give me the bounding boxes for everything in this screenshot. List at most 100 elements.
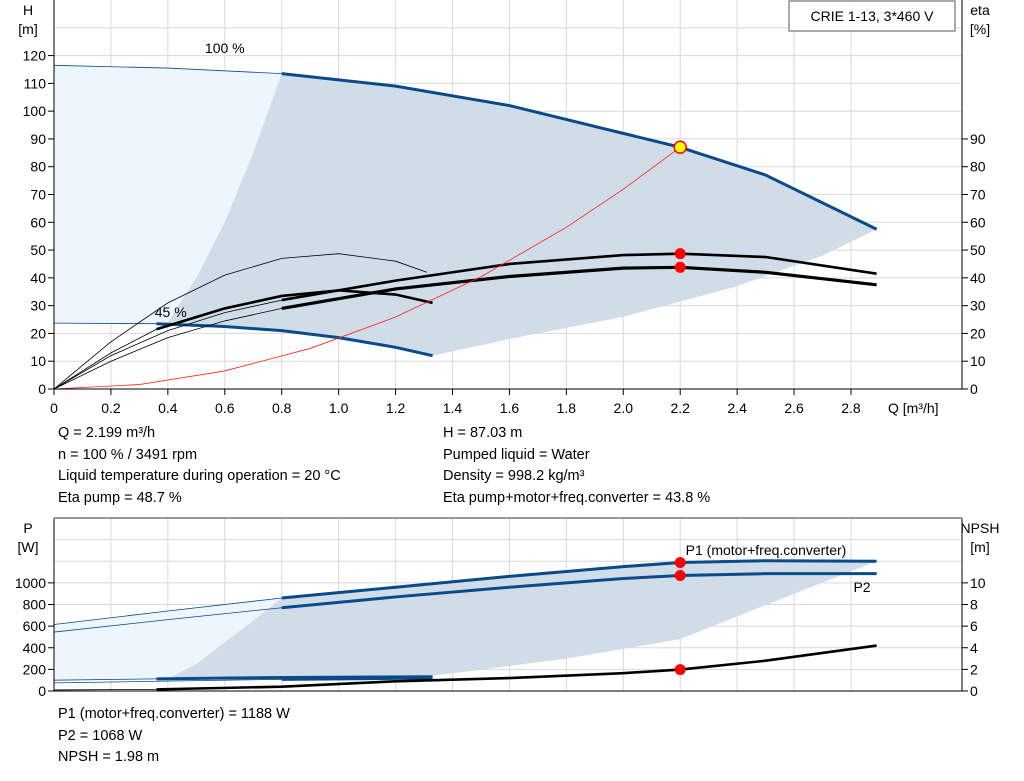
y-axis-unit: [W]	[18, 539, 39, 555]
curve-eta_pump_45-thin	[53, 253, 428, 390]
y2-tick-label: 4	[970, 640, 978, 656]
curve-eta_pump_100-thin	[53, 299, 282, 390]
y-tick-label: 400	[23, 640, 47, 656]
curve-eta_total_100-thin	[53, 308, 282, 390]
operating-point	[674, 664, 686, 676]
curve-label: 100 %	[205, 40, 245, 56]
y2-tick-label: 80	[970, 159, 986, 175]
y-axis-unit: [m]	[18, 21, 37, 37]
y2-tick-label: 8	[970, 597, 978, 613]
x-tick-label: 0.8	[272, 400, 292, 416]
y-tick-label: 50	[30, 242, 46, 258]
y-axis-label: H	[23, 2, 33, 18]
curve-p1	[281, 559, 877, 600]
curve-p2	[281, 572, 877, 610]
x-tick-label: 2.4	[727, 400, 747, 416]
region-light	[54, 65, 282, 324]
y2-tick-label: 70	[970, 187, 986, 203]
operating-point	[674, 557, 686, 569]
y2-axis-label: eta	[970, 2, 990, 18]
curve-p1_45-thin	[53, 678, 157, 681]
curve-eta_pump_100	[281, 252, 877, 302]
info-p1: P1 (motor+freq.converter) = 1188 W	[58, 706, 290, 722]
info-temperature: Liquid temperature during operation = 20…	[58, 468, 341, 484]
x-tick-label: 1.4	[443, 400, 463, 416]
y-tick-label: 0	[38, 683, 46, 699]
y2-tick-label: 90	[970, 131, 986, 147]
region-dark	[167, 560, 877, 680]
chart-title: CRIE 1-13, 3*460 V	[811, 8, 935, 24]
curve-eta_total_100	[281, 265, 877, 310]
x-axis-label: Q [m³/h]	[888, 400, 939, 416]
curve-p2-thin	[53, 607, 282, 633]
y-tick-label: 110	[24, 75, 47, 91]
info-top-right: H = 87.03 m Pumped liquid = Water Densit…	[443, 423, 710, 509]
info-head: H = 87.03 m	[443, 425, 523, 441]
info-p2: P2 = 1068 W	[58, 727, 143, 744]
power-npsh-chart	[48, 517, 968, 692]
y-tick-label: 20	[30, 325, 46, 341]
operating-point	[674, 570, 686, 582]
y2-tick-label: 10	[970, 575, 986, 591]
y2-tick-label: 50	[970, 242, 986, 258]
y-tick-label: 200	[23, 661, 47, 677]
curve-p2_45	[281, 676, 433, 681]
x-tick-label: 2.6	[784, 400, 804, 416]
y-tick-label: 90	[30, 131, 46, 147]
y2-tick-label: 6	[970, 618, 978, 634]
curve-label: 45 %	[155, 304, 187, 320]
y-tick-label: 10	[30, 353, 46, 369]
x-tick-label: 1.2	[386, 400, 406, 416]
info-eta-total: Eta pump+motor+freq.converter = 43.8 %	[443, 489, 711, 506]
info-eta-pump: Eta pump = 48.7 %	[58, 489, 182, 506]
curve-p1-thin	[53, 597, 282, 625]
y-tick-label: 800	[23, 597, 47, 613]
curve-h100	[281, 72, 878, 231]
curve-p2_45-thin	[53, 678, 282, 684]
curve-h45-thin	[53, 322, 157, 325]
y-tick-label: 80	[30, 159, 46, 175]
y2-tick-label: 20	[970, 325, 986, 341]
y-tick-label: 600	[23, 618, 47, 634]
region-light	[54, 598, 282, 681]
y2-tick-label: 40	[970, 270, 986, 286]
info-flow: Q = 2.199 m³/h	[58, 425, 156, 441]
x-tick-label: 1.8	[557, 400, 577, 416]
x-tick-label: 0.2	[101, 400, 121, 416]
info-liquid: Pumped liquid = Water	[443, 446, 590, 463]
title-box	[788, 0, 956, 32]
series-label-p1: P1 (motor+freq.converter)	[686, 542, 847, 558]
x-tick-label: 2.2	[670, 400, 690, 416]
operating-point	[673, 140, 687, 155]
operating-point	[674, 248, 686, 260]
y2-tick-label: 10	[970, 353, 986, 369]
curve-eta_total_45	[156, 289, 433, 331]
y-axis-label: P	[23, 520, 32, 536]
curve-h100-thin	[53, 64, 282, 75]
curve-eta_total_45-thin	[53, 328, 157, 390]
operating-point	[674, 261, 686, 273]
y-tick-label: 60	[30, 214, 46, 230]
y-tick-label: 120	[23, 48, 47, 64]
x-tick-label: 0.4	[158, 400, 178, 416]
curve-npsh-thin	[53, 688, 157, 691]
y2-tick-label: 0	[970, 381, 978, 397]
y2-tick-label: 60	[970, 214, 986, 230]
y-tick-label: 30	[30, 298, 46, 314]
info-bottom: P1 (motor+freq.converter) = 1188 W P2 = …	[58, 704, 290, 769]
y2-axis-label: NPSH	[961, 520, 1000, 536]
curve-h45	[156, 322, 433, 358]
y2-axis-unit: [%]	[970, 21, 990, 37]
info-npsh: NPSH = 1.98 m	[58, 749, 160, 765]
curve-npsh	[156, 644, 877, 691]
y-tick-label: 0	[38, 381, 46, 397]
info-density: Density = 998.2 kg/m³	[443, 468, 585, 484]
head-eta-chart	[48, 0, 968, 395]
curve-system-thin	[53, 146, 681, 390]
info-top-left: Q = 2.199 m³/h n = 100 % / 3491 rpm Liqu…	[58, 423, 341, 509]
x-tick-label: 0.6	[215, 400, 235, 416]
y2-axis-unit: [m]	[970, 539, 989, 555]
x-tick-label: 1.0	[329, 400, 349, 416]
